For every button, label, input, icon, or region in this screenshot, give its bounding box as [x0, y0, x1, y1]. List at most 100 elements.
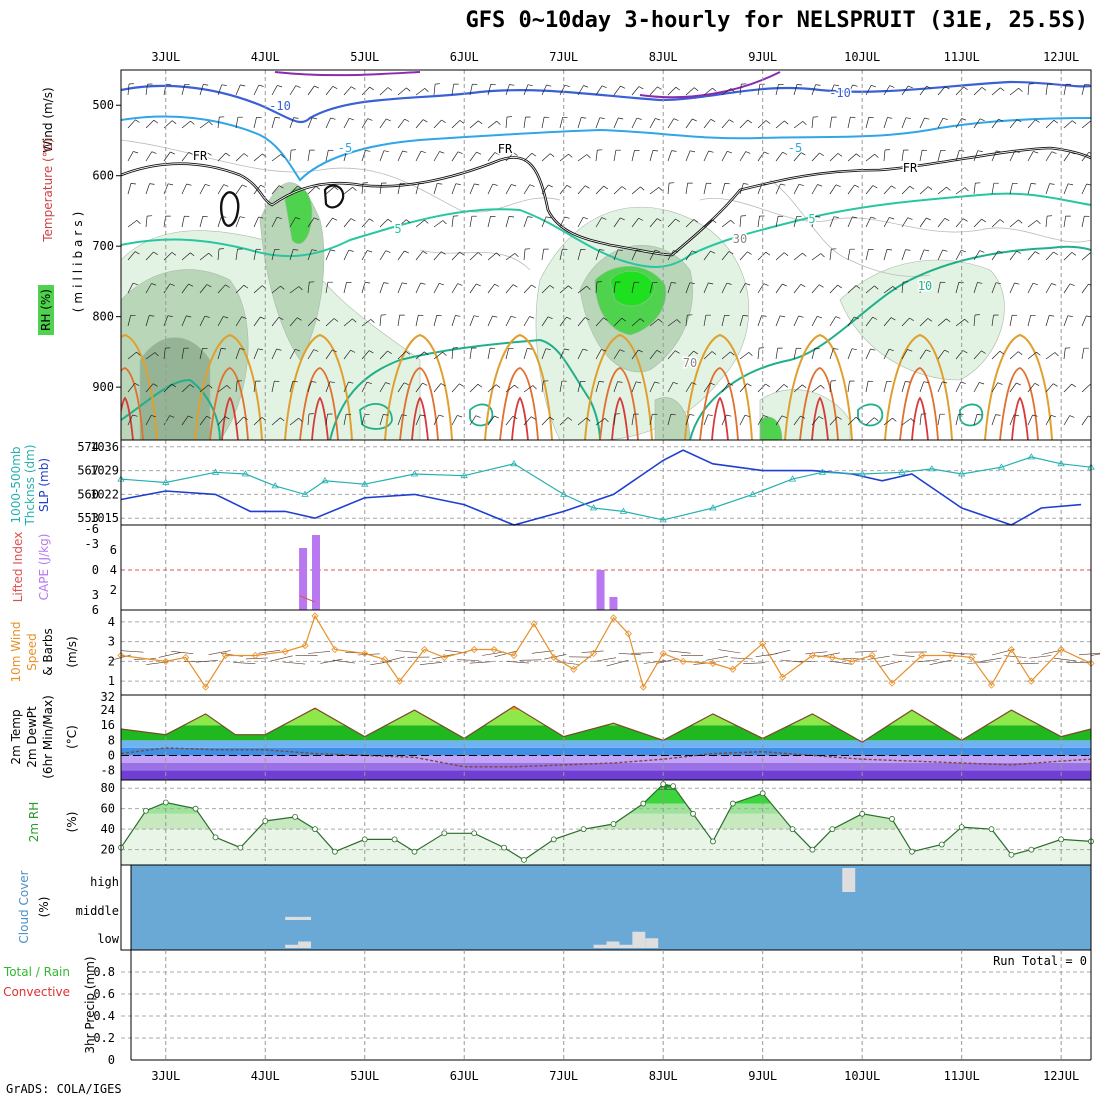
rh-point: [391, 836, 398, 843]
rh-point: [192, 805, 199, 812]
li-tick-label: -3: [85, 537, 99, 551]
date-label-top: 9JUL: [748, 50, 777, 64]
cape-tick-label: 4: [110, 563, 117, 577]
rh-point: [237, 844, 244, 851]
axis-label: (millibars): [71, 208, 85, 313]
thickness-point: [709, 504, 717, 511]
thickness-point: [788, 475, 797, 482]
thickness-point: [619, 507, 628, 514]
isotherm-hot: [811, 396, 829, 440]
axis-label: SLP (mb): [37, 458, 51, 512]
wind-speed-point: [987, 681, 996, 689]
wind-speed-point: [251, 651, 259, 660]
wind-speed-point: [808, 651, 817, 660]
date-label-top: 12JUL: [1043, 50, 1079, 64]
contour-label: FR: [903, 161, 918, 175]
isotherm-warm: [194, 333, 263, 440]
y-tick-label: 800: [92, 310, 114, 324]
wind-speed-point: [162, 657, 170, 665]
isotherm-hot: [121, 396, 134, 440]
wind-tick-label: 4: [108, 615, 115, 629]
rh-point: [212, 834, 219, 841]
rh-point: [142, 807, 149, 814]
wind-speed-point: [490, 645, 498, 654]
temp-band: [121, 763, 1091, 771]
axis-label: CAPE (J/kg): [37, 534, 51, 601]
li-line: [299, 595, 316, 603]
precip-tick-label: 0.6: [93, 987, 115, 1001]
thickness-point: [659, 516, 667, 523]
rh-point: [670, 783, 677, 790]
thickness-tick-label: 553: [77, 511, 99, 525]
isotherm-warm2: [499, 367, 539, 440]
wind-speed-point: [440, 653, 448, 662]
dewpoint-line: [120, 747, 1092, 768]
rh-point: [660, 781, 667, 787]
contour-label: 5: [808, 212, 815, 226]
isotherm-warm: [684, 333, 753, 440]
axis-label: 2m RH: [27, 802, 41, 843]
thickness-point: [589, 504, 598, 511]
temp-tick-label: 0: [108, 748, 115, 762]
date-label-top: 11JUL: [944, 50, 980, 64]
wind-barbs: [127, 83, 1091, 426]
wind-speed-point: [868, 651, 876, 660]
temp-band: [121, 740, 1091, 748]
temp-line: [120, 705, 1092, 743]
thickness-tick-label: 560: [77, 487, 99, 501]
axis-label: (%): [65, 812, 79, 833]
thickness-point: [271, 482, 279, 489]
wind-speed-point: [530, 620, 538, 628]
thickness-point: [162, 478, 170, 485]
wind-speed-point: [361, 649, 369, 658]
wind-frame: [120, 609, 1092, 696]
wind-speed-point: [301, 642, 309, 650]
li-tick-label: 0: [92, 563, 99, 577]
precip-legend-convective: Convective: [3, 985, 70, 999]
upper-air-plot: -10 -10 -5 -5 5 5 10 FR FR FR 30 70: [121, 71, 1091, 440]
date-label-top: 4JUL: [251, 50, 280, 64]
rh-point: [610, 821, 617, 827]
wind-speed-point: [709, 659, 717, 667]
slp-line: [120, 449, 1082, 526]
date-label-top: 3JUL: [151, 50, 180, 64]
rh-point: [441, 830, 448, 837]
freezing-pocket: [323, 184, 345, 209]
wind-speed-point: [221, 651, 230, 660]
thickness-point: [241, 470, 250, 477]
cape-bar: [609, 597, 618, 610]
wind-speed-point: [609, 614, 618, 622]
li-tick-label: 3: [92, 588, 99, 602]
rh-tick-label: 60: [101, 802, 115, 816]
isotherm-hot: [221, 396, 239, 440]
isotherm-warm2: [299, 367, 339, 440]
thickness-point: [928, 465, 936, 472]
date-label-top: 5JUL: [350, 50, 379, 64]
credit-text: GrADS: COLA/IGES: [6, 1082, 122, 1096]
date-label-bottom: 5JUL: [350, 1069, 379, 1083]
wind-speed-point: [381, 655, 389, 663]
y-tick-label: 900: [92, 380, 114, 394]
rh-point: [829, 826, 836, 833]
isotherm-warm2: [799, 367, 839, 440]
date-label-top: 7JUL: [549, 50, 578, 64]
thickness-point: [898, 468, 906, 475]
wind-speed-point: [510, 651, 518, 660]
freezing-pocket: [219, 191, 240, 227]
rh-point: [729, 800, 736, 807]
cloud-level-label: high: [90, 875, 119, 889]
wind-speed-point: [948, 651, 956, 660]
temp-band: [121, 755, 1091, 763]
low-cloud-block: [632, 931, 646, 948]
precip-legend-total: Total / Rain: [3, 965, 70, 979]
wind-speed-line: [120, 614, 1092, 689]
axis-label: 10m Wind: [9, 622, 23, 683]
date-label-bottom: 4JUL: [251, 1069, 280, 1083]
axis-label: & Barbs: [41, 628, 55, 676]
rh-point: [411, 848, 418, 855]
date-label-bottom: 10JUL: [844, 1069, 880, 1083]
isotherm-hot: [511, 396, 529, 440]
wind-speed-point: [331, 645, 339, 654]
date-label-top: 6JUL: [450, 50, 479, 64]
